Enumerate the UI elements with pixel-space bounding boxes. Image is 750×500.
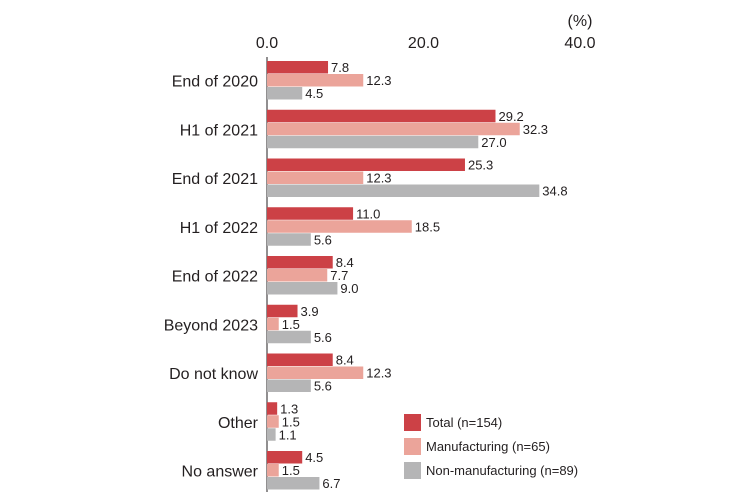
bar <box>267 379 311 392</box>
bar <box>267 220 412 233</box>
bar-value-label: 1.1 <box>279 427 297 442</box>
bars <box>267 61 540 490</box>
bar <box>267 317 279 331</box>
bar-value-label: 1.5 <box>282 414 300 429</box>
bar-value-label: 32.3 <box>523 122 548 137</box>
bar-value-label: 3.9 <box>301 304 319 319</box>
x-axis-ticks: 0.0 20.0 40.0 <box>256 35 596 52</box>
bar <box>267 353 333 366</box>
bar-value-label: 7.7 <box>330 268 348 283</box>
bar <box>267 233 311 246</box>
unit-label: (%) <box>568 13 593 30</box>
bar-value-label: 5.6 <box>314 330 332 345</box>
legend-label: Manufacturing (n=65) <box>426 439 550 454</box>
category-label: Do not know <box>169 366 258 383</box>
bar-value-label: 9.0 <box>340 281 358 296</box>
category-label: Beyond 2023 <box>164 317 258 334</box>
category-label: End of 2020 <box>172 74 258 91</box>
bar <box>267 282 338 295</box>
bar <box>267 366 364 379</box>
bar-value-label: 4.5 <box>305 450 323 465</box>
legend-label: Non-manufacturing (n=89) <box>426 463 578 478</box>
bar-value-label: 5.6 <box>314 232 332 247</box>
bar <box>267 451 303 464</box>
bar <box>267 87 303 100</box>
bar <box>267 428 276 441</box>
category-label: H1 of 2021 <box>180 122 258 139</box>
legend-swatch <box>404 438 421 455</box>
bar <box>267 477 320 490</box>
x-tick-label: 20.0 <box>408 35 439 52</box>
bar-value-label: 12.3 <box>366 171 391 186</box>
bar-value-label: 4.5 <box>305 86 323 101</box>
legend-swatch <box>404 414 421 431</box>
bar-value-label: 8.4 <box>336 255 354 270</box>
legend-swatch <box>404 462 421 479</box>
category-label: End of 2021 <box>172 171 258 188</box>
bar-value-label: 1.5 <box>282 463 300 478</box>
bar-value-label: 8.4 <box>336 353 354 368</box>
bar-value-label: 34.8 <box>542 184 567 199</box>
category-label: Other <box>218 415 259 432</box>
bar-value-label: 5.6 <box>314 379 332 394</box>
bar <box>267 171 364 184</box>
x-tick-label: 40.0 <box>564 35 595 52</box>
category-label: No answer <box>182 464 259 481</box>
bar-value-label: 7.8 <box>331 60 349 75</box>
legend-label: Total (n=154) <box>426 415 502 430</box>
bar-value-label: 1.5 <box>282 317 300 332</box>
category-label: H1 of 2022 <box>180 220 258 237</box>
value-labels: 7.8 12.3 4.5 29.232.3 27.0 25.3 12.3 34.8 11.0 18… <box>279 60 568 491</box>
bar-value-label: 12.3 <box>366 73 391 88</box>
bar-value-label: 6.7 <box>322 476 340 491</box>
bar <box>267 61 329 74</box>
bar <box>267 402 278 415</box>
bar-value-label: 18.5 <box>415 219 440 234</box>
bar <box>267 269 328 282</box>
bar <box>267 415 279 428</box>
bar-value-label: 25.3 <box>468 158 493 173</box>
bar-value-label: 1.3 <box>280 401 298 416</box>
bar <box>267 256 333 269</box>
bar <box>267 135 479 149</box>
bar <box>267 464 279 477</box>
bar-value-label: 29.2 <box>498 109 523 124</box>
x-tick-label: 0.0 <box>256 35 278 52</box>
bar <box>267 184 540 197</box>
category-labels: End of 2020 H1 of 2021 End of 2021 H1 of 20… <box>164 74 259 481</box>
bar <box>267 304 298 318</box>
bar-value-label: 27.0 <box>481 135 506 150</box>
bar <box>267 330 311 344</box>
bar <box>267 122 520 136</box>
bar-value-label: 12.3 <box>366 366 391 381</box>
bar <box>267 109 496 123</box>
category-label: End of 2022 <box>172 269 258 286</box>
bar <box>267 158 465 171</box>
legend: Total (n=154) Manufacturing (n=65) Non-man… <box>404 414 578 479</box>
bar <box>267 74 364 87</box>
bar-value-label: 11.0 <box>356 206 380 221</box>
bar <box>267 207 354 220</box>
